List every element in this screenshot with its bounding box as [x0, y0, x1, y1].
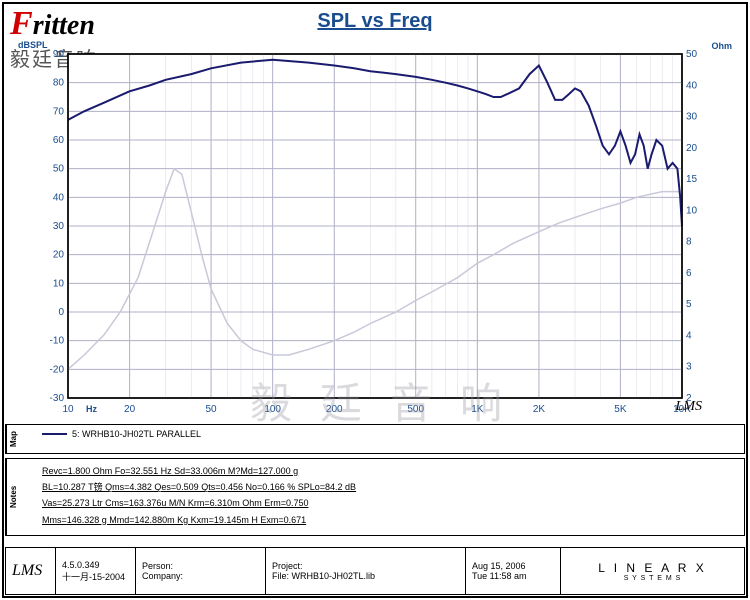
- svg-text:60: 60: [53, 135, 65, 146]
- chart-plot: 1020501002005001K2K5K10KHz-30-20-1001020…: [40, 48, 710, 418]
- footer-file-label: File: WRHB10-JH02TL.lib: [272, 571, 459, 581]
- notes-content: Revc=1.800 Ohm Fo=32.551 Hz Sd=33.006m M…: [36, 459, 744, 532]
- legend-line-sample: [42, 433, 67, 435]
- notes-line: BL=10.287 T镑 Qms=4.382 Qes=0.509 Qts=0.4…: [42, 479, 738, 495]
- svg-text:30: 30: [53, 221, 65, 232]
- svg-text:-10: -10: [50, 336, 65, 347]
- legend-side-label: Map: [6, 425, 30, 453]
- svg-text:80: 80: [53, 78, 65, 89]
- footer-date-cell: Aug 15, 2006 Tue 11:58 am: [466, 548, 561, 594]
- svg-text:40: 40: [53, 192, 65, 203]
- svg-text:40: 40: [686, 80, 698, 91]
- footer-project-cell: Project: File: WRHB10-JH02TL.lib: [266, 548, 466, 594]
- svg-text:2K: 2K: [533, 404, 546, 415]
- svg-text:10: 10: [53, 278, 65, 289]
- svg-text:0: 0: [58, 307, 64, 318]
- svg-text:50: 50: [53, 164, 65, 175]
- legend-text: 5: WRHB10-JH02TL PARALLEL: [72, 429, 201, 439]
- footer-brand-sub: S Y S T E M S: [567, 575, 738, 582]
- svg-text:20: 20: [53, 250, 65, 261]
- footer-date-cn: 十一月-15-2004: [62, 570, 129, 583]
- watermark: 毅廷音响: [250, 370, 530, 431]
- svg-text:90: 90: [53, 49, 65, 60]
- svg-text:6: 6: [686, 268, 692, 279]
- svg-text:30: 30: [686, 112, 698, 123]
- footer-version: 4.5.0.349: [62, 560, 129, 570]
- chart-title: SPL vs Freq: [0, 10, 750, 33]
- svg-text:3: 3: [686, 362, 692, 373]
- svg-text:50: 50: [205, 404, 217, 415]
- svg-text:5: 5: [686, 299, 692, 310]
- lms-inset-label: LMS: [676, 399, 702, 415]
- svg-text:50: 50: [686, 49, 698, 60]
- footer-brand: L I N E A R X: [567, 561, 738, 575]
- footer-date: Aug 15, 2006: [472, 561, 554, 571]
- footer-project-label: Project:: [272, 561, 459, 571]
- notes-side-label: Notes: [6, 459, 30, 535]
- footer-company-label: Company:: [142, 571, 259, 581]
- footer-lms: LMS: [6, 548, 56, 594]
- svg-text:5K: 5K: [614, 404, 627, 415]
- footer-person-label: Person:: [142, 561, 259, 571]
- svg-text:-30: -30: [50, 393, 65, 404]
- svg-text:4: 4: [686, 330, 692, 341]
- svg-text:10: 10: [686, 205, 698, 216]
- footer-time: Tue 11:58 am: [472, 571, 554, 581]
- svg-text:8: 8: [686, 237, 692, 248]
- notes-panel: Notes Revc=1.800 Ohm Fo=32.551 Hz Sd=33.…: [5, 458, 745, 536]
- svg-text:-20: -20: [50, 364, 65, 375]
- footer-version-cell: 4.5.0.349 十一月-15-2004: [56, 548, 136, 594]
- svg-text:70: 70: [53, 106, 65, 117]
- footer-bar: LMS 4.5.0.349 十一月-15-2004 Person: Compan…: [5, 547, 745, 595]
- notes-line: Vas=25.273 Ltr Cms=163.376u M/N Krm=6.31…: [42, 495, 738, 511]
- svg-text:10: 10: [62, 404, 74, 415]
- svg-text:20: 20: [686, 143, 698, 154]
- legend-panel: Map 5: WRHB10-JH02TL PARALLEL: [5, 424, 745, 454]
- footer-brand-cell: L I N E A R X S Y S T E M S: [561, 548, 744, 594]
- notes-line: Mms=146.328 g Mmd=142.880m Kg Kxm=19.145…: [42, 512, 738, 528]
- footer-person-cell: Person: Company:: [136, 548, 266, 594]
- y-right-label: Ohm: [711, 41, 732, 51]
- svg-text:15: 15: [686, 174, 698, 185]
- notes-line: Revc=1.800 Ohm Fo=32.551 Hz Sd=33.006m M…: [42, 463, 738, 479]
- svg-text:20: 20: [124, 404, 136, 415]
- svg-text:Hz: Hz: [86, 404, 97, 414]
